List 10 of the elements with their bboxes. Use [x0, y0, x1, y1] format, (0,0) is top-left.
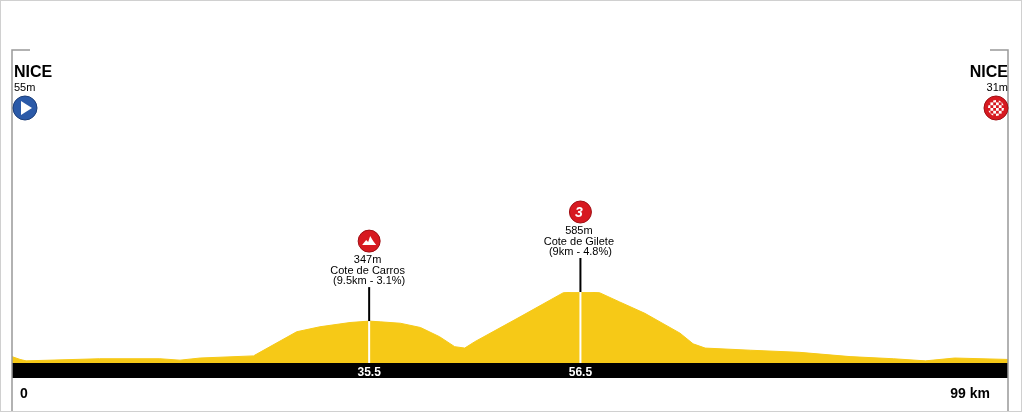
text: 99 km [950, 385, 990, 401]
text: NICE [969, 63, 1009, 80]
annotation: 3 585m Cote de Gilete (9km - 4.8%) [543, 204, 615, 257]
text: 55m [14, 81, 36, 93]
x-tick-label: 35.5 [357, 365, 382, 379]
annotation: 347m Cote de Carros (9.5km - 3.1%) [330, 253, 406, 287]
text: 0 [20, 385, 28, 401]
x-tick-label: 56.5 [568, 365, 593, 379]
text: 31m [986, 81, 1008, 93]
text: NICE [14, 63, 53, 80]
